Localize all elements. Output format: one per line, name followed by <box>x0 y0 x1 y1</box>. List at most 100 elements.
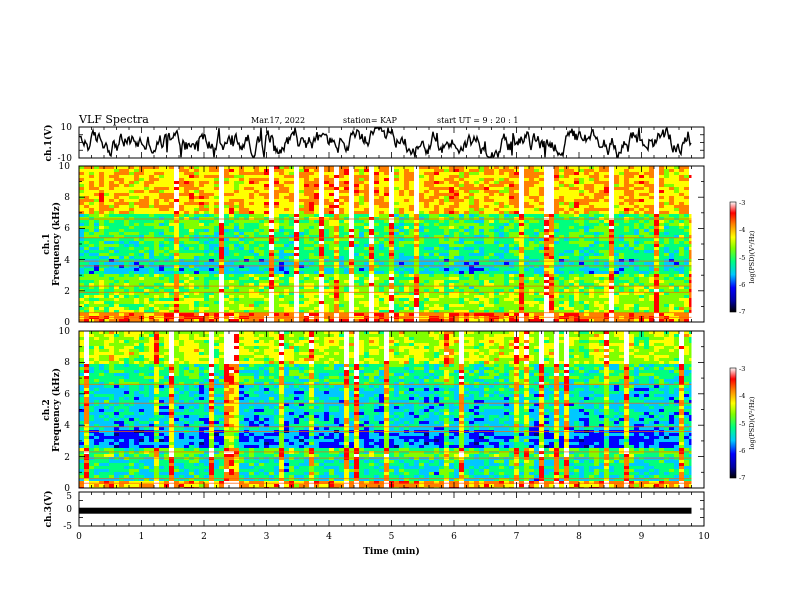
spectrogram-cell <box>244 250 249 253</box>
spectrogram-cell <box>149 196 154 199</box>
spectrogram-cell <box>549 235 554 238</box>
spectrogram-cell <box>289 199 294 202</box>
spectrogram-cell <box>329 298 334 301</box>
spectrogram-cell <box>289 184 294 187</box>
spectrogram-cell <box>514 196 519 199</box>
spectrogram-cell <box>269 247 274 250</box>
spectrogram-cell <box>539 271 544 274</box>
spectrogram-cell <box>179 298 184 301</box>
spectrogram-cell <box>544 286 549 289</box>
spectrogram-cell <box>359 295 364 298</box>
spectrogram-cell <box>349 277 354 280</box>
spectrogram-cell <box>254 208 259 211</box>
spectrogram-cell <box>494 247 499 250</box>
spectrogram-cell <box>309 253 314 256</box>
spectrogram-cell <box>209 292 214 295</box>
spectrogram-cell <box>499 301 504 304</box>
spectrogram-cell <box>479 166 484 169</box>
spectrogram-cell <box>269 262 274 265</box>
spectrogram-cell <box>384 283 389 286</box>
spectrogram-cell <box>164 313 169 316</box>
spectrogram-cell <box>234 313 239 316</box>
spectrogram-cell <box>124 265 129 268</box>
spectrogram-cell <box>539 295 544 298</box>
spectrogram-cell <box>139 253 144 256</box>
spectrogram-cell <box>354 274 359 277</box>
spectrogram-cell <box>359 301 364 304</box>
spectrogram-cell <box>259 274 264 277</box>
spectrogram-cell <box>354 238 359 241</box>
spectrogram-cell <box>339 202 344 205</box>
spectrogram-cell <box>474 247 479 250</box>
spectrogram-cell <box>429 274 434 277</box>
spectrogram-cell <box>279 247 284 250</box>
spectrogram-cell <box>439 259 444 262</box>
spectrogram-cell <box>494 298 499 301</box>
spectrogram-cell <box>484 178 489 181</box>
spectrogram-cell <box>474 166 479 169</box>
spectrogram-cell <box>524 217 529 220</box>
spectrogram-cell <box>299 223 304 226</box>
spectrogram-cell <box>334 211 339 214</box>
spectrogram-cell <box>434 310 439 313</box>
spectrogram-cell <box>529 187 534 190</box>
spectrogram-cell <box>444 304 449 307</box>
spectrogram-cell <box>174 304 179 307</box>
spectrogram-cell <box>144 304 149 307</box>
spectrogram-cell <box>249 319 254 322</box>
spectrogram-cell <box>404 241 409 244</box>
spectrogram-cell <box>529 253 534 256</box>
spectrogram-cell <box>294 190 299 193</box>
spectrogram-cell <box>94 256 99 259</box>
spectrogram-cell <box>469 166 474 169</box>
spectrogram-cell <box>439 304 444 307</box>
spectrogram-cell <box>219 205 224 208</box>
spectrogram-cell <box>379 193 384 196</box>
spectrogram-cell <box>409 217 414 220</box>
spectrogram-cell <box>424 202 429 205</box>
spectrogram-cell <box>379 187 384 190</box>
spectrogram-cell <box>329 286 334 289</box>
spectrogram-cell <box>364 295 369 298</box>
spectrogram-cell <box>234 235 239 238</box>
spectrogram-cell <box>249 166 254 169</box>
spectrogram-cell <box>454 277 459 280</box>
spectrogram-cell <box>114 280 119 283</box>
spectrogram-cell <box>264 304 269 307</box>
spectrogram-cell <box>209 169 214 172</box>
spectrogram-cell <box>204 253 209 256</box>
spectrogram-cell <box>514 268 519 271</box>
spectrogram-cell <box>379 229 384 232</box>
spectrogram-cell <box>164 253 169 256</box>
spectrogram-cell <box>84 298 89 301</box>
spectrogram-cell <box>129 256 134 259</box>
spectrogram-cell <box>104 286 109 289</box>
spectrogram-cell <box>259 250 264 253</box>
spectrogram-cell <box>534 202 539 205</box>
spectrogram-cell <box>339 217 344 220</box>
spectrogram-cell <box>354 208 359 211</box>
spectrogram-cell <box>189 217 194 220</box>
spectrogram-cell <box>364 280 369 283</box>
spectrogram-cell <box>284 211 289 214</box>
spectrogram-cell <box>229 244 234 247</box>
ch1-spectrogram-panel: 10 8 6 4 2 0 ch.1 Frequency (kHz) <box>42 162 705 328</box>
spectrogram-cell <box>344 202 349 205</box>
spectrogram-cell <box>484 310 489 313</box>
spectrogram-cell <box>219 277 224 280</box>
spectrogram-cell <box>349 193 354 196</box>
spectrogram-cell <box>219 289 224 292</box>
spectrogram-cell <box>129 274 134 277</box>
spectrogram-cell <box>264 235 269 238</box>
spectrogram-cell <box>164 226 169 229</box>
spectrogram-cell <box>329 304 334 307</box>
spectrogram-cell <box>459 268 464 271</box>
spectrogram-cell <box>374 178 379 181</box>
spectrogram-cell <box>384 220 389 223</box>
spectrogram-cell <box>454 274 459 277</box>
spectrogram-cell <box>484 283 489 286</box>
spectrogram-cell <box>494 283 499 286</box>
spectrogram-cell <box>269 214 274 217</box>
spectrogram-cell <box>234 298 239 301</box>
spectrogram-cell <box>294 307 299 310</box>
